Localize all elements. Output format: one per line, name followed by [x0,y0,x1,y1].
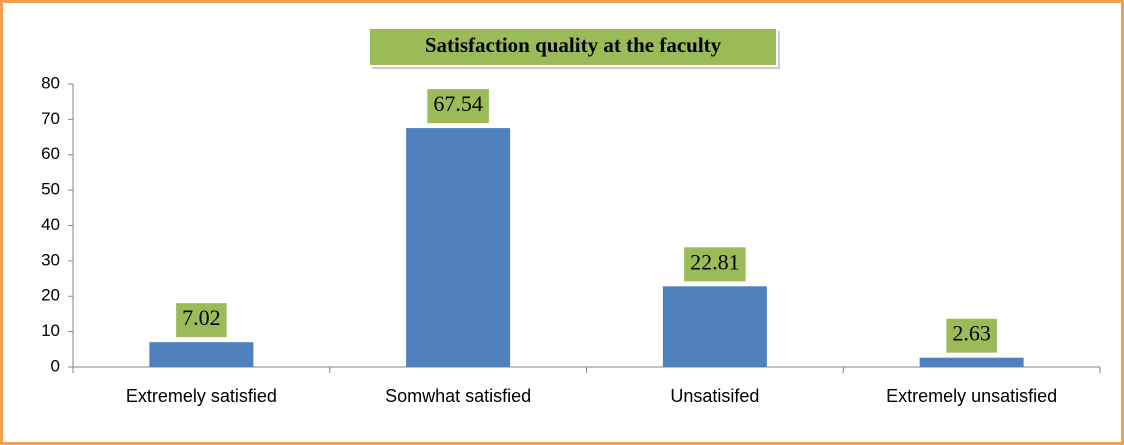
value-label-box [425,87,491,126]
value-label-box [174,301,229,340]
bar [919,357,1024,367]
x-tick-label: Unsatisifed [670,386,759,406]
value-label: 7.02 [182,305,221,330]
x-tick-label: Extremely unsatisfied [886,386,1057,406]
y-tick-label: 40 [41,215,60,234]
value-label-box [944,316,999,355]
bar [406,128,511,367]
bar [662,286,767,367]
value-label: 2.63 [952,321,991,346]
value-label: 22.81 [690,249,740,274]
title-box [368,27,778,67]
y-tick-label: 50 [41,180,60,199]
y-tick-label: 80 [41,73,60,92]
value-label-box [682,245,748,284]
y-tick-label: 0 [51,356,60,375]
bar [149,342,254,367]
value-label: 67.54 [433,91,483,116]
y-tick-label: 60 [41,144,60,163]
y-tick-label: 20 [41,286,60,305]
y-tick-label: 10 [41,321,60,340]
x-tick-label: Somwhat satisfied [385,386,531,406]
y-tick-label: 70 [41,109,60,128]
y-tick-label: 30 [41,250,60,269]
x-tick-label: Extremely satisfied [126,386,277,406]
chart-title: Satisfaction quality at the faculty [425,33,722,57]
